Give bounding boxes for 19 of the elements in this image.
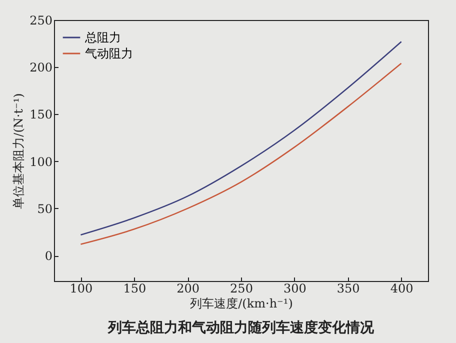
x-tick-label: 200	[176, 282, 200, 296]
line-series	[80, 62, 402, 245]
legend-label: 总阻力	[84, 30, 121, 44]
x-tick-label: 150	[123, 282, 146, 296]
x-tick-label: 100	[70, 282, 93, 296]
y-tick-label: 250	[30, 14, 52, 28]
y-tick-label: 150	[30, 108, 52, 122]
x-tick-label: 400	[390, 282, 414, 296]
x-tick-label: 300	[283, 282, 306, 296]
x-tick-label: 350	[336, 282, 360, 296]
x-tick-label: 250	[230, 282, 253, 296]
y-tick-label: 0	[44, 249, 52, 264]
y-tick-label: 200	[30, 60, 52, 75]
y-axis-title: 单位基本阻力/(N·t⁻¹)	[12, 93, 26, 209]
y-tick-label: 50	[37, 202, 52, 216]
legend-label: 气动阻力	[85, 46, 133, 60]
y-tick-label: 100	[30, 154, 52, 169]
text: 列车总阻力和气动阻力随列车速度变化情况	[107, 319, 375, 336]
x-axis-title: 列车速度/(km·h⁻¹)	[190, 296, 293, 310]
